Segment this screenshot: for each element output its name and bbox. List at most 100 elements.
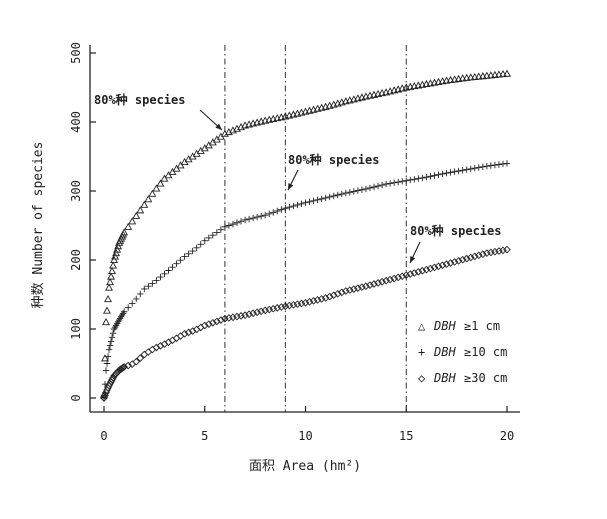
legend-prefix: DBH (433, 371, 456, 385)
data-point (503, 245, 511, 254)
data-point (104, 353, 112, 360)
data-point (474, 251, 483, 260)
data-point (398, 272, 407, 281)
data-point (120, 308, 128, 315)
data-point (266, 210, 273, 217)
data-point (370, 280, 378, 288)
data-point (172, 334, 181, 343)
data-point (177, 256, 184, 264)
data-point (338, 190, 345, 198)
data-point (188, 327, 197, 335)
data-point (124, 222, 133, 230)
legend-symbol: + (418, 345, 425, 359)
arrow-head (215, 123, 222, 130)
data-point (474, 72, 483, 80)
data-point (446, 75, 455, 84)
data-point (462, 254, 471, 263)
data-point (386, 180, 394, 187)
data-point (140, 200, 149, 208)
data-point (132, 357, 141, 366)
data-point (494, 70, 503, 78)
data-point (450, 258, 459, 266)
data-point (471, 165, 478, 172)
data-point (153, 277, 160, 284)
data-point (499, 69, 507, 78)
data-point (415, 175, 422, 182)
data-point (503, 69, 511, 77)
data-point (362, 282, 370, 291)
data-point (118, 311, 126, 319)
data-point (333, 289, 342, 298)
x-tick-label: 5 (201, 429, 208, 443)
data-point (310, 197, 317, 204)
data-point (233, 219, 241, 226)
y-tick-label: 200 (69, 249, 83, 271)
legend-label: ≥30 cm (464, 371, 507, 385)
data-point (204, 320, 213, 329)
data-point (180, 329, 189, 338)
x-tick-label: 20 (500, 429, 514, 443)
data-point (108, 334, 116, 341)
data-point (107, 338, 115, 345)
legend-symbol: △ (418, 319, 426, 333)
data-point (201, 237, 208, 244)
data-point (152, 184, 161, 192)
data-point (462, 73, 471, 81)
data-point (341, 287, 350, 295)
data-point (286, 203, 293, 211)
data-point (261, 306, 270, 315)
data-point (213, 229, 221, 236)
data-point (454, 74, 463, 82)
data-point (329, 291, 338, 300)
data-point (337, 288, 346, 297)
data-point (490, 70, 499, 78)
data-point (104, 294, 112, 303)
data-point (185, 250, 192, 257)
data-point (314, 196, 321, 204)
data-point (136, 354, 145, 362)
data-point (366, 281, 374, 289)
data-point (115, 316, 123, 324)
data-point (354, 284, 362, 292)
data-point (418, 266, 427, 275)
data-point (470, 252, 479, 261)
data-point (205, 234, 212, 242)
data-point (112, 248, 121, 257)
data-point (374, 279, 382, 287)
data-point (366, 184, 374, 192)
data-point (169, 263, 176, 271)
data-point (466, 253, 475, 262)
data-point (486, 71, 495, 79)
data-point (257, 307, 266, 316)
data-point (459, 167, 466, 174)
legend: △ DBH ≥1 cm + DBH ≥10 cm ◇ DBH ≥30 cm (418, 319, 507, 385)
data-point (407, 176, 414, 184)
y-tick-label: 300 (69, 180, 83, 202)
data-point (281, 302, 290, 311)
data-point (326, 193, 333, 201)
data-point (101, 354, 109, 362)
data-point (225, 222, 233, 229)
legend-prefix: DBH (433, 319, 456, 333)
data-point (278, 206, 285, 213)
data-point (322, 194, 329, 202)
data-point (495, 247, 503, 255)
data-point (301, 298, 310, 307)
data-point (217, 316, 225, 324)
data-point (350, 188, 358, 195)
data-point (318, 195, 325, 203)
data-point (200, 321, 209, 330)
data-point (120, 228, 129, 236)
data-point (149, 280, 156, 287)
series-diamond (100, 245, 511, 402)
data-point (221, 223, 229, 231)
data-point (399, 178, 406, 185)
annotations: 80%种 species 80%种 species 80%种 species (94, 92, 501, 264)
data-point (294, 201, 301, 209)
data-point (116, 315, 124, 322)
data-point (111, 252, 120, 260)
data-point (132, 211, 141, 219)
data-point (157, 273, 164, 281)
data-point (475, 164, 482, 171)
data-point (245, 215, 253, 223)
